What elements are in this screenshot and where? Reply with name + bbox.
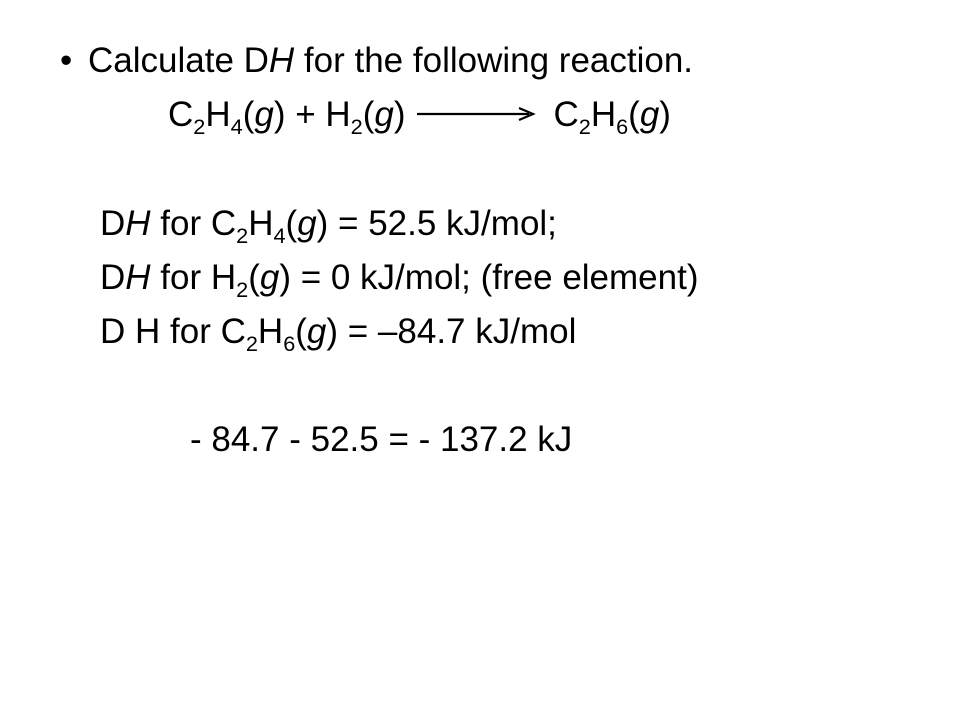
l5-s6: 6: [283, 331, 295, 356]
c2h4-pc: ): [274, 95, 286, 134]
c2h6-pc: ): [659, 95, 671, 134]
c2h6-c: C: [553, 95, 578, 134]
c2h4-2: 2: [193, 114, 205, 139]
line-3: DH for C2H4(g) = 52.5 kJ/mol;: [60, 197, 900, 251]
l4-g: g: [260, 258, 279, 297]
l5-a: H for C: [125, 312, 246, 351]
l4-c: ) = 0 kJ/mol; (free element): [279, 258, 698, 297]
l3-s4: 4: [273, 223, 285, 248]
line-2-reaction: C2H4(g) + H2(g) C2H6(g): [60, 88, 900, 142]
l5-s2: 2: [246, 331, 258, 356]
l3-s2: 2: [236, 223, 248, 248]
l1-dh: H: [269, 41, 294, 80]
delta-icon-2: D: [100, 204, 125, 243]
l3-po: (: [286, 204, 298, 243]
l5-b: H: [258, 312, 283, 351]
h2-2: 2: [351, 114, 363, 139]
c2h6-6: 6: [616, 114, 628, 139]
c2h6-h: H: [591, 95, 616, 134]
result-text: - 84.7 - 52.5 = - 137.2 kJ: [190, 420, 572, 459]
spacer-2: [60, 359, 900, 413]
c2h4-g: g: [254, 95, 273, 134]
c2h4-h: H: [205, 95, 230, 134]
l3-d: ) = 52.5 kJ/mol;: [317, 204, 557, 243]
c2h4-po: (: [243, 95, 255, 134]
l3-dh: H: [125, 204, 150, 243]
delta-icon: D: [244, 41, 269, 80]
h2-pc: ): [394, 95, 406, 134]
h2-po: (: [363, 95, 375, 134]
l3-a: for C: [151, 204, 237, 243]
bullet-dot: •: [60, 34, 88, 88]
delta-icon-4: D: [100, 312, 125, 351]
plus-1: +: [285, 95, 325, 134]
l5-g: g: [307, 312, 326, 351]
l4-po: (: [248, 258, 260, 297]
spacer-1: [60, 143, 900, 197]
slide: •Calculate DH for the following reaction…: [0, 0, 960, 720]
h2-h: H: [325, 95, 350, 134]
delta-icon-3: D: [100, 258, 125, 297]
l3-b: H: [248, 204, 273, 243]
c2h6-g: g: [640, 95, 659, 134]
c2h4-c: C: [168, 95, 193, 134]
l4-s2: 2: [236, 277, 248, 302]
line-6-result: - 84.7 - 52.5 = - 137.2 kJ: [60, 413, 900, 467]
c2h6-po: (: [628, 95, 640, 134]
l3-g: g: [297, 204, 316, 243]
c2h6-2: 2: [579, 114, 591, 139]
line-4: DH for H2(g) = 0 kJ/mol; (free element): [60, 251, 900, 305]
l1-text-a: Calculate: [88, 41, 244, 80]
l4-a: for H: [151, 258, 237, 297]
line-1: •Calculate DH for the following reaction…: [60, 34, 900, 88]
l4-dh: H: [125, 258, 150, 297]
l5-d: ) = –84.7 kJ/mol: [326, 312, 576, 351]
reaction-arrow-icon: [409, 105, 549, 123]
c2h4-4: 4: [231, 114, 243, 139]
l5-po: (: [295, 312, 307, 351]
l1-text-b: for the following reaction.: [294, 41, 693, 80]
h2-g: g: [374, 95, 393, 134]
line-5: D H for C2H6(g) = –84.7 kJ/mol: [60, 305, 900, 359]
